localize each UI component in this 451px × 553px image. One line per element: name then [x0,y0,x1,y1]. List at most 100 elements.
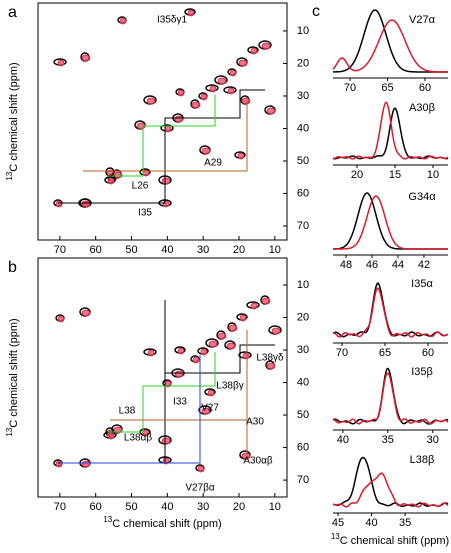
contour-red [209,85,217,93]
contour-red [55,200,63,208]
trace-black [332,367,449,425]
contour-red [201,147,211,155]
contour-red [266,107,276,115]
x-tick-label: 48 [340,259,352,271]
contour-red [81,200,91,208]
contour-red [242,352,250,360]
spectrum-label: I35α [411,278,433,290]
trace-red [332,101,449,160]
x-tick-label: 40 [365,517,377,529]
contour-red [161,437,171,445]
trace-black [332,282,449,338]
annotation: L38βγ [216,381,243,392]
x-tick-label: 65 [381,82,393,94]
trace-black [332,9,448,73]
x-tick-label: 65 [379,347,391,359]
x-tick-label: 20 [351,169,363,181]
contour-red [119,17,127,25]
y-tick-label: 70 [297,474,309,486]
trace-red [333,195,448,250]
annotation: A30 [246,417,264,428]
contour-red [227,87,235,95]
x-tick-label: 70 [54,244,66,256]
annotation: V27 [201,403,219,414]
contour-red [217,332,227,340]
trace-red [332,372,449,425]
contour-red [261,297,271,305]
contour-red [177,347,185,355]
contour-red [237,152,245,160]
contour-red [81,309,91,317]
contour-red [250,302,258,310]
y-tick-label: 20 [297,57,309,69]
x-tick-label: 35 [382,434,394,446]
superscript: 13 [331,532,340,541]
y-tick-label: 60 [297,187,309,199]
superscript: 13 [5,171,14,180]
contour-red [161,177,171,185]
annotation: V27βα [185,483,215,494]
x-tick-label: 70 [336,347,348,359]
assignment-line [58,89,265,204]
spectrum-label: L38β [410,454,435,466]
x-tick-label: 10 [269,501,281,513]
contour-red [107,177,115,185]
x-tick-label: 60 [419,82,431,94]
contour-red [241,97,251,105]
assignment-line [83,100,248,172]
x-tick-label: 50 [125,501,137,513]
x-tick-label: 10 [269,244,281,256]
trace-red [332,19,448,73]
x-tick-label: 45 [332,517,344,529]
x-tick-label: 40 [161,501,173,513]
x-tick-label: 46 [366,259,378,271]
x-tick-label: 30 [197,244,209,256]
axis-title-text: C chemical shift (ppm) [340,535,449,547]
x-tick-label: 40 [161,244,173,256]
contour-red [266,362,276,370]
y-tick-label: 40 [297,376,309,388]
contour-red [238,59,248,67]
contour-red [192,356,200,364]
contour-red [146,97,156,105]
contour-red [55,460,63,468]
contour-red [107,432,115,440]
contour-red [164,125,172,133]
x-tick-label: 30 [427,434,439,446]
contour-red [147,349,155,357]
x-tick-label: 10 [427,169,439,181]
x-tick-label: 60 [422,347,434,359]
annotation: I35δγ1 [157,15,187,26]
contour-red [200,348,208,356]
annotation: L38αβ [124,433,152,444]
contour-red [229,69,237,77]
x-tick-label: 15 [389,169,401,181]
y-tick-label: 40 [297,122,309,134]
x-tick-label: 20 [233,501,245,513]
contour-red [207,389,215,397]
x-tick-label: 70 [344,82,356,94]
contour-red [239,314,247,322]
contour-red [261,42,271,50]
x-tick-label: 42 [418,259,430,271]
axis-title: 13C chemical shift (ppm) [5,318,20,436]
annotation: L38γδ [256,353,284,364]
contour-red [228,324,238,332]
y-tick-label: 10 [297,25,309,37]
contour-red [113,171,123,179]
superscript: 13 [103,515,112,524]
contour-red [201,407,211,415]
panel-letter: b [8,259,17,276]
annotation: A29 [204,158,222,169]
assignment-line [108,95,216,177]
contour-red [200,93,208,101]
panel-letter: c [312,3,320,20]
x-tick-label: 50 [125,244,137,256]
plot-frame [37,257,288,498]
axis-title: 13C chemical shift (ppm) [103,515,221,530]
superscript: 13 [5,427,14,436]
x-tick-label: 20 [233,244,245,256]
y-tick-label: 30 [297,344,309,356]
trace-red [332,287,449,338]
